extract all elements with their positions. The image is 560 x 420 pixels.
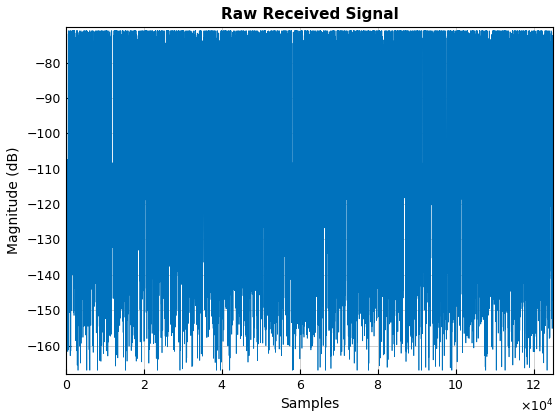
Title: Raw Received Signal: Raw Received Signal <box>221 7 398 22</box>
Text: $\times10^{4}$: $\times10^{4}$ <box>520 398 553 415</box>
Y-axis label: Magnitude (dB): Magnitude (dB) <box>7 147 21 254</box>
X-axis label: Samples: Samples <box>280 397 339 411</box>
